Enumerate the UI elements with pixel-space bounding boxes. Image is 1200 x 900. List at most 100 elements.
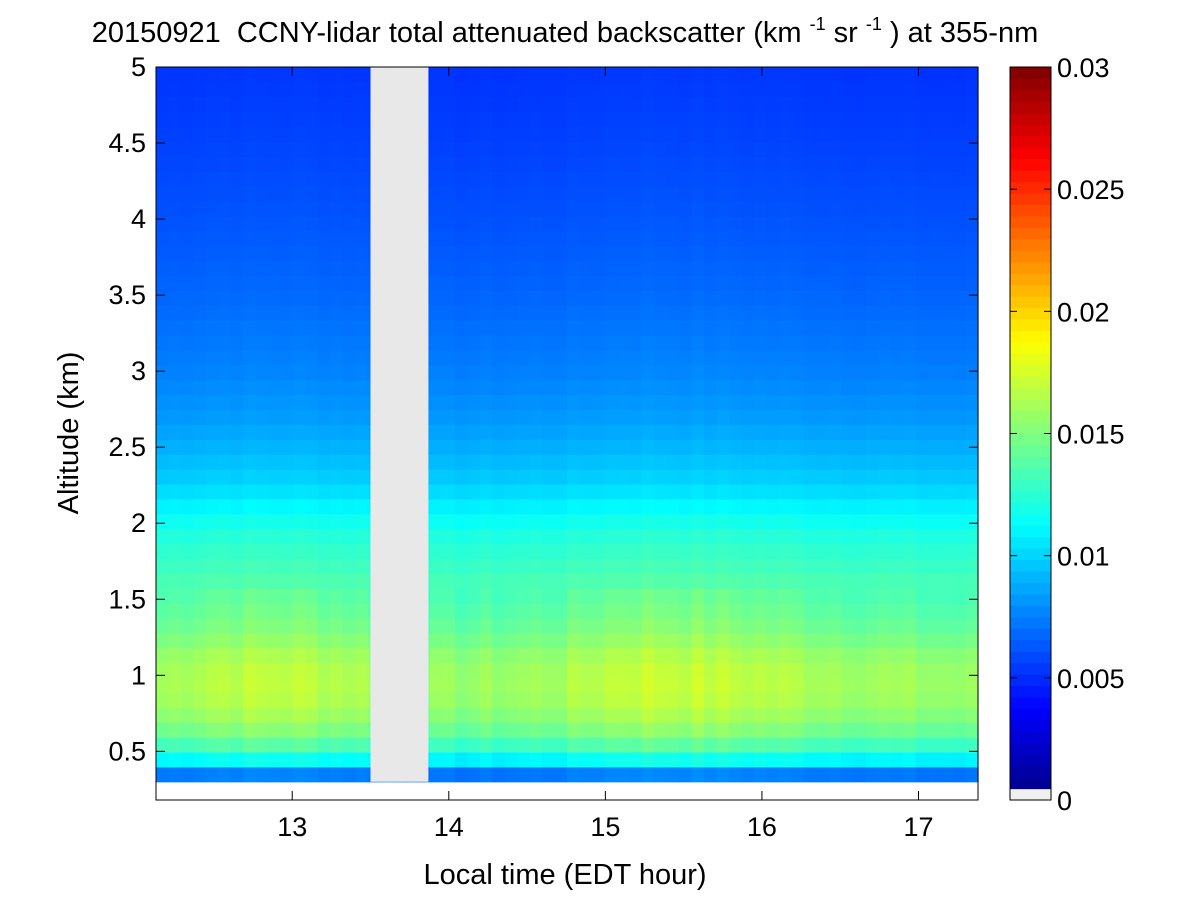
heatmap-cell [716, 67, 730, 83]
heatmap-cell [728, 439, 742, 455]
heatmap-cell [280, 156, 294, 172]
heatmap-cell [704, 171, 718, 187]
heatmap-cell [280, 766, 294, 783]
heatmap-cell [928, 290, 942, 306]
heatmap-cell [915, 141, 929, 157]
heatmap-cell [679, 662, 693, 679]
heatmap-cell [629, 498, 643, 515]
colorbar-swatch [1010, 731, 1051, 744]
heatmap-cell [193, 230, 207, 247]
heatmap-cell [542, 439, 556, 455]
heatmap-cell [454, 186, 468, 202]
heatmap-cell [903, 498, 917, 515]
heatmap-cell [330, 126, 344, 143]
heatmap-cell [616, 141, 630, 157]
heatmap-cell [940, 617, 954, 634]
heatmap-cell [193, 662, 207, 679]
heatmap-cell [778, 737, 792, 753]
heatmap-cell [305, 260, 319, 277]
heatmap-cell [280, 558, 294, 574]
heatmap-cell [928, 722, 942, 738]
heatmap-cell [728, 186, 742, 202]
heatmap-cell [666, 215, 680, 232]
heatmap-cell [479, 766, 493, 783]
heatmap-cell [716, 766, 730, 783]
heatmap-cell [778, 230, 792, 247]
heatmap-cell [193, 737, 207, 753]
heatmap-cell [454, 543, 468, 559]
heatmap-cell [766, 707, 780, 723]
heatmap-cell [604, 498, 618, 515]
heatmap-cell [816, 67, 830, 83]
heatmap-cell [454, 454, 468, 470]
heatmap-cell [679, 111, 693, 128]
heatmap-cell [317, 81, 331, 98]
heatmap-cell [504, 617, 518, 634]
heatmap-cell [330, 379, 344, 396]
heatmap-cell [616, 96, 630, 113]
heatmap-cell [928, 81, 942, 98]
heatmap-cell [803, 201, 817, 217]
heatmap-cell [940, 424, 954, 440]
heatmap-cell [293, 245, 307, 262]
heatmap-cell [243, 751, 257, 768]
heatmap-cell [865, 662, 879, 679]
heatmap-cell [890, 632, 904, 649]
heatmap-cell [517, 201, 531, 217]
heatmap-cell [542, 483, 556, 500]
heatmap-cell [205, 186, 219, 202]
heatmap-cell [753, 588, 767, 604]
heatmap-cell [803, 320, 817, 336]
heatmap-cell [604, 617, 618, 634]
heatmap-cell [741, 766, 755, 783]
heatmap-cell [330, 275, 344, 291]
heatmap-cell [915, 111, 929, 128]
heatmap-cell [953, 603, 967, 619]
heatmap-cell [953, 737, 967, 753]
heatmap-cell [317, 290, 331, 306]
heatmap-cell [865, 766, 879, 783]
heatmap-cell [193, 126, 207, 143]
heatmap-cell [567, 677, 581, 694]
heatmap-cell [878, 201, 892, 217]
heatmap-cell [890, 692, 904, 708]
heatmap-cell [853, 394, 867, 411]
heatmap-cell [641, 290, 655, 306]
heatmap-cell [293, 558, 307, 574]
heatmap-cell [280, 439, 294, 455]
heatmap-cell [542, 245, 556, 262]
heatmap-cell [940, 201, 954, 217]
heatmap-cell [355, 647, 369, 664]
heatmap-cell [255, 96, 269, 113]
heatmap-cell [704, 141, 718, 157]
heatmap-cell [467, 766, 481, 783]
y-tick-label: 5 [131, 52, 146, 82]
heatmap-cell [504, 498, 518, 515]
heatmap-cell [180, 141, 194, 157]
heatmap-cell [479, 483, 493, 500]
heatmap-cell [280, 305, 294, 321]
heatmap-cell [180, 260, 194, 277]
heatmap-cell [654, 171, 668, 187]
heatmap-cell [654, 528, 668, 545]
heatmap-cell [305, 364, 319, 381]
heatmap-cell [579, 543, 593, 559]
heatmap-cell [255, 409, 269, 425]
heatmap-cell [504, 364, 518, 381]
heatmap-cell [430, 483, 444, 500]
heatmap-cell [205, 737, 219, 753]
heatmap-cell [928, 409, 942, 425]
heatmap-cell [430, 230, 444, 247]
heatmap-cell [317, 751, 331, 768]
heatmap-cell [953, 81, 967, 98]
heatmap-cell [579, 201, 593, 217]
heatmap-cell [467, 498, 481, 515]
heatmap-cell [454, 469, 468, 485]
heatmap-cell [940, 722, 954, 738]
heatmap-cell [293, 722, 307, 738]
heatmap-cell [293, 290, 307, 306]
heatmap-cell [156, 647, 170, 664]
heatmap-cell [928, 737, 942, 753]
heatmap-cell [741, 558, 755, 574]
heatmap-cell [890, 215, 904, 232]
